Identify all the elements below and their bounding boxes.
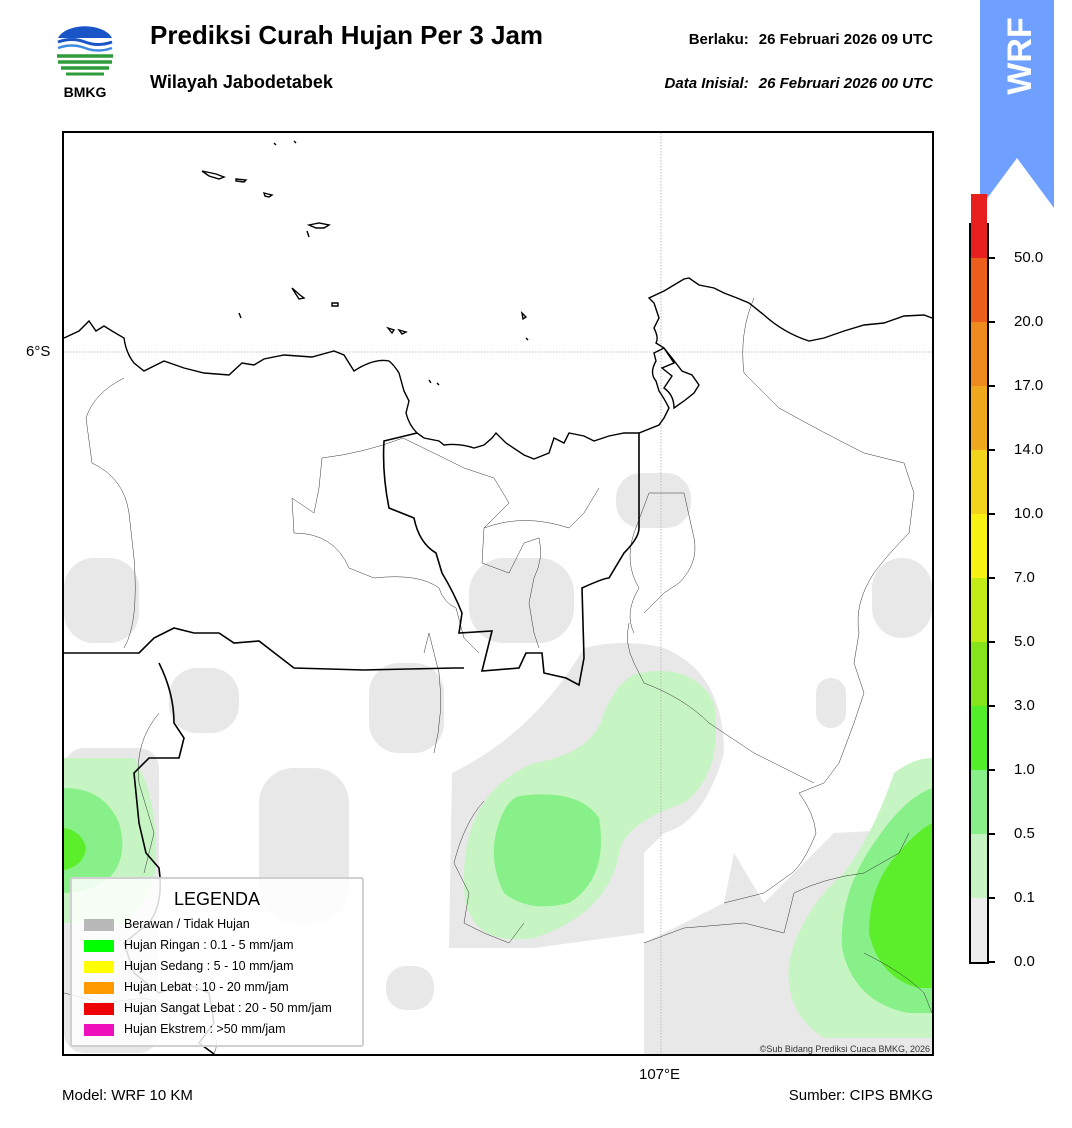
latitude-label: 6°S — [26, 343, 51, 360]
district-boundaries — [64, 297, 932, 1054]
cloud-area — [369, 663, 444, 753]
rain-area — [869, 823, 932, 988]
colorbar-segment — [971, 706, 987, 770]
colorbar-segment — [971, 194, 987, 258]
cloud-area — [469, 558, 574, 643]
colorbar-segment — [971, 258, 987, 322]
colorbar-label: 3.0 — [1014, 697, 1035, 714]
page-title: Prediksi Curah Hujan Per 3 Jam — [150, 20, 544, 50]
copyright-text: ©Sub Bidang Prediksi Cuaca BMKG, 2026 — [759, 1044, 930, 1054]
valid-value: 26 Februari 2026 09 UTC — [758, 31, 933, 48]
cloud-area — [816, 678, 846, 728]
legend-label: Berawan / Tidak Hujan — [124, 917, 250, 931]
rain-area — [64, 828, 86, 870]
colorbar-segment — [971, 898, 987, 962]
colorbar-segment — [971, 386, 987, 450]
init-value: 26 Februari 2026 00 UTC — [758, 75, 933, 92]
colorbar-tick — [989, 577, 995, 579]
colorbar-tick — [989, 641, 995, 643]
bmkg-logo: BMKG — [52, 20, 118, 102]
colorbar-label: 17.0 — [1014, 377, 1044, 394]
bmkg-emblem-icon: BMKG — [57, 26, 113, 100]
legend-swatch — [84, 919, 114, 931]
legend-swatch — [84, 1003, 114, 1015]
banner-ribbon-icon — [980, 0, 1054, 208]
colorbar-label: 10.0 — [1014, 505, 1044, 522]
cloud-area — [169, 668, 239, 733]
colorbar-label: 50.0 — [1014, 249, 1044, 266]
colorbar-label: 0.5 — [1014, 825, 1035, 842]
colorbar-tick — [989, 449, 995, 451]
valid-label: Berlaku: — [688, 31, 749, 48]
colorbar-label: 1.0 — [1014, 761, 1035, 778]
colorbar-segment — [971, 450, 987, 514]
colorbar-segment — [971, 322, 987, 386]
colorbar-tick — [989, 385, 995, 387]
colorbar-label: 14.0 — [1014, 441, 1044, 458]
legend-swatch — [84, 940, 114, 952]
colorbar-tick — [989, 321, 995, 323]
colorbar-label: 5.0 — [1014, 633, 1035, 650]
rain-area — [493, 794, 601, 907]
colorbar-tick — [989, 833, 995, 835]
colorbar-label: 0.1 — [1014, 889, 1035, 906]
cloud-area — [616, 473, 691, 528]
page-subtitle: Wilayah Jabodetabek — [150, 72, 333, 92]
legend-swatch — [84, 961, 114, 973]
init-time: Data Inisial: 26 Februari 2026 00 UTC — [665, 75, 933, 92]
init-label: Data Inisial: — [664, 75, 749, 92]
legend-title: LEGENDA — [173, 889, 261, 909]
colorbar-tick — [989, 961, 995, 963]
banner-text: WRF — [1001, 17, 1039, 94]
colorbar-segment — [971, 578, 987, 642]
colorbar-tick — [989, 897, 995, 899]
colorbar-label: 7.0 — [1014, 569, 1035, 586]
legend-swatch — [84, 1024, 114, 1036]
rain-heavy-areas — [64, 823, 932, 988]
colorbar-tick — [989, 769, 995, 771]
wrf-banner: WRF — [980, 0, 1054, 208]
rain-area — [64, 788, 123, 893]
colorbar — [969, 194, 989, 964]
legend-label: Hujan Ekstrem : >50 mm/jam — [124, 1022, 286, 1036]
legend-label: Hujan Sedang : 5 - 10 mm/jam — [124, 959, 294, 973]
logo-text: BMKG — [64, 84, 107, 100]
colorbar-segment — [971, 514, 987, 578]
colorbar-label: 0.0 — [1014, 953, 1035, 970]
coastline — [64, 140, 932, 460]
map-legend: LEGENDA Berawan / Tidak Hujan Hujan Ring… — [70, 877, 364, 1047]
longitude-label: 107°E — [639, 1066, 681, 1083]
cloud-area — [386, 966, 434, 1010]
map-canvas — [64, 133, 932, 1054]
cloud-area — [872, 558, 932, 638]
legend-label: Hujan Lebat : 10 - 20 mm/jam — [124, 980, 289, 994]
source-label: Sumber: CIPS BMKG — [788, 1087, 933, 1104]
colorbar-tick — [989, 513, 995, 515]
legend-swatch — [84, 982, 114, 994]
legend-label: Hujan Sangat Lebat : 20 - 50 mm/jam — [124, 1001, 332, 1015]
colorbar-segment — [971, 642, 987, 706]
cloud-area — [64, 558, 139, 643]
colorbar-tick — [989, 257, 995, 259]
colorbar-segment — [971, 770, 987, 834]
colorbar-tick — [989, 705, 995, 707]
colorbar-segment — [971, 834, 987, 898]
model-label: Model: WRF 10 KM — [62, 1087, 193, 1104]
legend-label: Hujan Ringan : 0.1 - 5 mm/jam — [124, 938, 294, 952]
colorbar-label: 20.0 — [1014, 313, 1044, 330]
valid-time: Berlaku: 26 Februari 2026 09 UTC — [689, 31, 933, 48]
